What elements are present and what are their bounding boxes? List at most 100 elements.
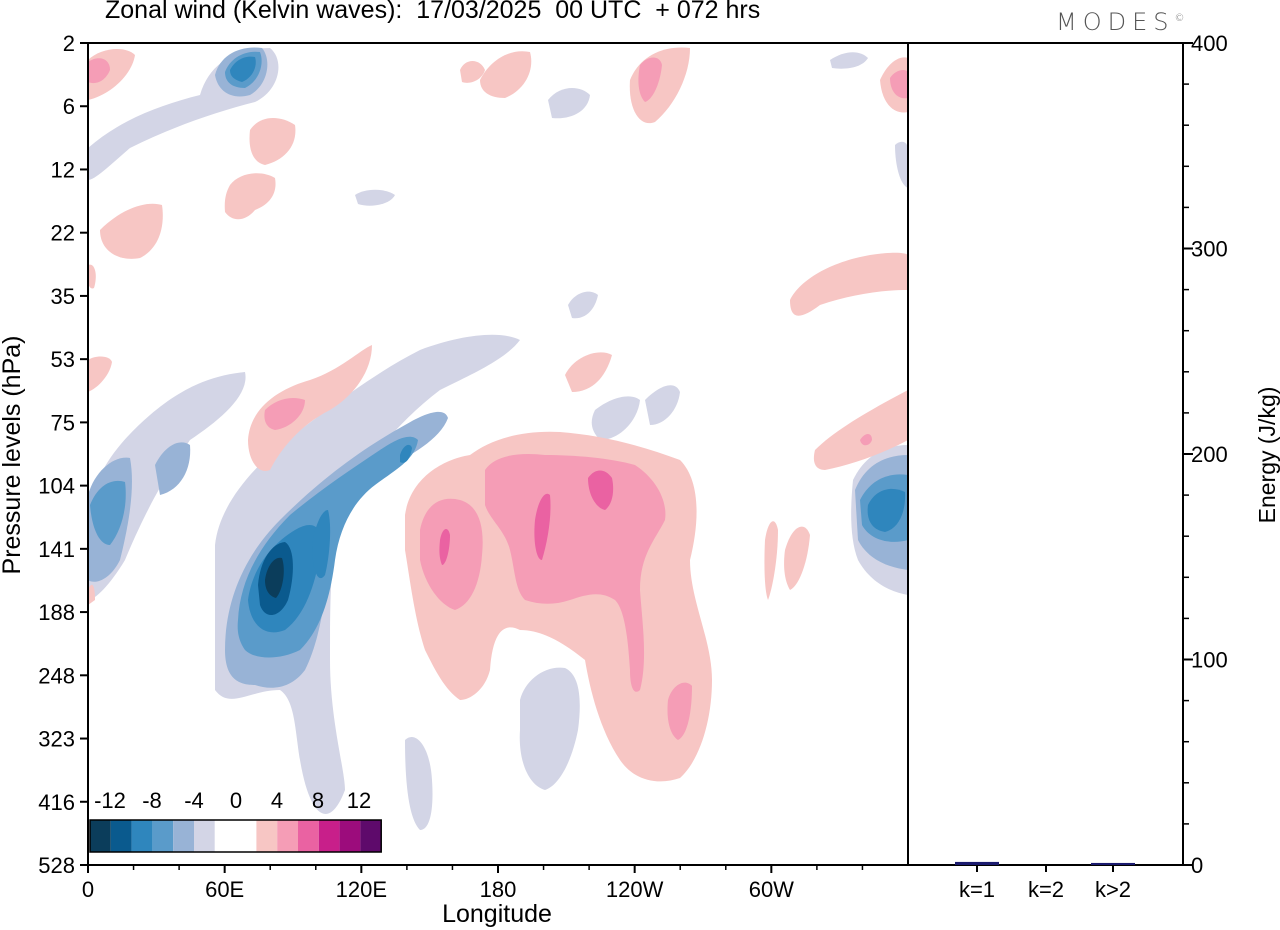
contour-pos-region bbox=[248, 345, 372, 471]
energy-categories: k=1 k=2 k>2 bbox=[959, 865, 1131, 902]
y-tick-label: 188 bbox=[38, 600, 75, 625]
colorbar-label: 0 bbox=[230, 788, 242, 813]
colorbar-swatch bbox=[277, 820, 298, 852]
contour-pos-region bbox=[784, 526, 810, 590]
y-tick-label: 53 bbox=[51, 347, 75, 372]
contour-neg-region bbox=[830, 52, 868, 69]
energy-axis: 0 100 200 300 400 bbox=[1183, 31, 1228, 878]
contour-pos-region bbox=[638, 57, 662, 102]
contour-pos-region bbox=[439, 528, 450, 565]
contour-pos-region bbox=[88, 584, 95, 605]
contour-neg-region bbox=[867, 488, 906, 532]
x-tick-label: 120E bbox=[336, 877, 387, 902]
contour-pos-region bbox=[264, 398, 305, 430]
colorbar-swatch bbox=[235, 820, 257, 852]
energy-cat-label: k>2 bbox=[1095, 877, 1131, 902]
contour-neg-region bbox=[895, 141, 908, 188]
energy-bars bbox=[955, 861, 1135, 865]
contour-pos-region bbox=[860, 434, 872, 446]
contour-pos-region bbox=[813, 390, 908, 470]
colorbar-label: -8 bbox=[142, 788, 162, 813]
contour-neg-region bbox=[90, 480, 126, 545]
y-tick-label: 416 bbox=[38, 790, 75, 815]
contour-pos-region bbox=[480, 51, 532, 98]
colorbar-swatch bbox=[298, 820, 319, 852]
contour-pos-region bbox=[249, 118, 296, 165]
contour-pos-region bbox=[667, 682, 692, 740]
contour-neg-region bbox=[568, 291, 598, 319]
y-axis-label: Pressure levels (hPa) bbox=[0, 336, 26, 575]
modes-logo: MODES© bbox=[1056, 8, 1184, 36]
x-tick-label: 120W bbox=[606, 877, 664, 902]
contour-pos-region bbox=[88, 356, 112, 392]
contour-pos-region bbox=[534, 493, 551, 560]
colorbar-swatch bbox=[318, 820, 340, 852]
energy-panel-frame bbox=[907, 42, 1184, 866]
colorbar-swatch bbox=[110, 820, 132, 852]
colorbar-swatch bbox=[194, 820, 215, 852]
energy-cat-label: k=2 bbox=[1028, 877, 1064, 902]
y-tick-label: 141 bbox=[38, 537, 75, 562]
contour-neg-region bbox=[400, 444, 412, 463]
contour-pos-region bbox=[790, 252, 908, 316]
y-tick-label: 75 bbox=[51, 410, 75, 435]
contour-neg-region bbox=[645, 385, 680, 425]
colorbar-label: 8 bbox=[312, 788, 324, 813]
contour-pos-region bbox=[588, 470, 614, 510]
y-tick-label: 2 bbox=[63, 31, 75, 56]
contour-pos-region bbox=[88, 264, 96, 289]
x-tick-label: 180 bbox=[480, 877, 517, 902]
y-tick-label: 248 bbox=[38, 663, 75, 688]
contour-neg-region bbox=[312, 510, 331, 579]
x-tick-label: 0 bbox=[82, 877, 94, 902]
colorbar-swatch bbox=[360, 820, 382, 852]
contour-pos-region bbox=[224, 173, 276, 220]
energy-axis-label: Energy (J/kg) bbox=[1254, 387, 1280, 524]
contour-pos-region bbox=[764, 521, 778, 600]
contour-neg-region bbox=[230, 56, 256, 82]
contour-neg-region bbox=[405, 736, 433, 830]
longitude-axis: 0 60E 120E 180 120W 60W bbox=[82, 865, 864, 902]
x-tick-label: 60E bbox=[205, 877, 244, 902]
y-tick-label: 104 bbox=[38, 474, 75, 499]
contour-neg-region bbox=[88, 372, 246, 600]
contour-pos-region bbox=[88, 58, 110, 84]
colorbar-frame bbox=[89, 819, 382, 853]
contour-neg-region bbox=[155, 442, 191, 495]
energy-bar bbox=[955, 861, 999, 865]
colorbar-label: 12 bbox=[347, 788, 371, 813]
colorbar-swatch bbox=[214, 820, 236, 852]
pressure-axis: 2 6 12 22 35 53 75 104 141 188 248 323 416 528 bbox=[38, 31, 88, 878]
contour-neg-region bbox=[591, 396, 640, 440]
colorbar-swatch bbox=[256, 820, 278, 852]
colorbar-label: 4 bbox=[271, 788, 283, 813]
y-tick-label: 12 bbox=[51, 157, 75, 182]
energy-tick-label: 100 bbox=[1191, 648, 1228, 673]
y-tick-label: 35 bbox=[51, 284, 75, 309]
contour-pos-region bbox=[100, 203, 163, 259]
colorbar: -12 -8 -4 0 4 8 12 bbox=[89, 788, 382, 853]
logo-mark: © bbox=[1174, 13, 1185, 24]
x-tick-label: 60W bbox=[749, 877, 794, 902]
colorbar-swatch bbox=[152, 820, 174, 852]
colorbar-swatch bbox=[90, 820, 111, 852]
y-tick-label: 528 bbox=[38, 853, 75, 878]
colorbar-swatch bbox=[339, 820, 361, 852]
contour-pos-region bbox=[890, 70, 908, 99]
logo-text: MODES bbox=[1056, 8, 1175, 36]
energy-cat-label: k=1 bbox=[959, 877, 995, 902]
contour-neg-region bbox=[215, 334, 520, 814]
x-axis-label: Longitude bbox=[442, 900, 552, 928]
contour-neg-region bbox=[355, 189, 395, 206]
colorbar-label: -4 bbox=[184, 788, 204, 813]
colorbar-swatch bbox=[173, 820, 194, 852]
colorbar-swatch bbox=[131, 820, 153, 852]
colorbar-label: -12 bbox=[94, 788, 126, 813]
contour-pos-region bbox=[460, 61, 485, 83]
energy-tick-label: 0 bbox=[1191, 853, 1203, 878]
energy-tick-label: 300 bbox=[1191, 237, 1228, 262]
contour-neg-region bbox=[519, 667, 580, 790]
contour-neg-region bbox=[265, 557, 284, 598]
